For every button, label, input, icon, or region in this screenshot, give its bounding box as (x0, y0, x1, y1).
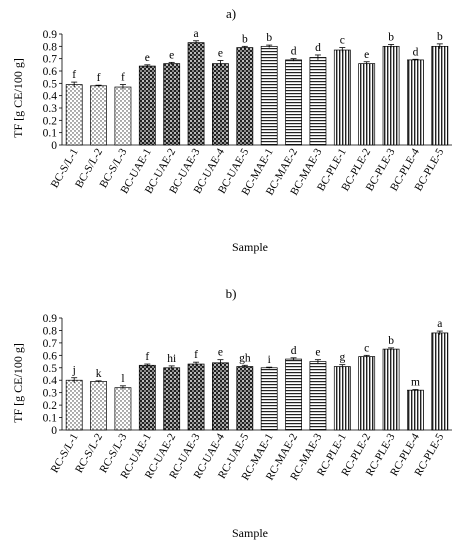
y-tick-label: 0.4 (43, 375, 58, 387)
bar (431, 45, 449, 146)
y-tick-label: 0.2 (43, 115, 58, 127)
data-label: m (411, 377, 420, 389)
data-label: d (291, 345, 297, 357)
y-axis-label: TF [g CE/100 g] (11, 58, 25, 138)
y-tick-label: 0.7 (43, 338, 58, 350)
y-tick-label: 0.9 (43, 29, 58, 41)
y-tick-label: 0.1 (43, 128, 58, 140)
bar (187, 363, 205, 431)
data-label: f (97, 72, 101, 84)
y-tick-label: 0.3 (43, 103, 58, 115)
bar (358, 63, 376, 146)
bar (163, 367, 181, 431)
y-tick-label: 0.3 (43, 388, 58, 400)
data-label: b (388, 31, 394, 43)
data-label: k (96, 368, 102, 380)
bars: j k l f hi f e gh i d e g c b m a (65, 318, 449, 431)
bar (90, 381, 107, 431)
bar (407, 389, 424, 431)
bar (138, 364, 156, 431)
data-label: f (145, 351, 149, 363)
bar (212, 362, 229, 431)
y-tick-label: 0.6 (43, 350, 58, 362)
y-tick-label: 0.5 (43, 78, 58, 90)
bar (163, 63, 181, 146)
x-axis: RC-S/L-1RC-S/L-2RC-S/L-3RC-UAE-1RC-UAE-2… (49, 431, 447, 482)
data-label: e (364, 49, 369, 61)
data-label: j (72, 365, 76, 377)
data-label: b (242, 33, 248, 45)
y-tick-label: 0.9 (43, 313, 58, 325)
bars: f f f e e a e b b d d c e b d b (65, 28, 449, 146)
data-label: a (194, 28, 199, 40)
data-label: d (291, 46, 297, 58)
bar (90, 85, 107, 146)
data-label: a (437, 318, 442, 330)
y-tick-label: 0.4 (43, 91, 58, 103)
panel-a: a) TF [g CE/100 g] Sample 00.10.20.30.40… (11, 6, 452, 254)
bar (236, 47, 254, 146)
data-label: b (388, 335, 394, 347)
y-tick-label: 0.8 (43, 325, 58, 337)
data-label: l (121, 373, 124, 385)
data-label: e (218, 347, 223, 359)
bar (65, 84, 83, 146)
data-label: b (437, 31, 443, 43)
data-label: i (268, 354, 271, 366)
bar (309, 57, 327, 146)
bar (65, 379, 83, 431)
bar (260, 45, 278, 146)
data-label: c (340, 35, 345, 47)
panel-label: a) (226, 6, 236, 21)
y-tick-label: 0 (51, 140, 57, 152)
y-tick-label: 0.5 (43, 363, 58, 375)
bar (309, 361, 327, 431)
y-tick-label: 0.8 (43, 41, 58, 53)
data-label: d (315, 42, 321, 54)
y-axis: 00.10.20.30.40.50.60.70.80.9 (43, 29, 452, 152)
data-label: c (364, 342, 369, 354)
bar (382, 348, 400, 431)
y-tick-label: 0.2 (43, 400, 58, 412)
bar (382, 45, 400, 146)
data-label: f (194, 349, 198, 361)
data-label: b (266, 32, 272, 44)
x-axis-label: Sample (232, 526, 268, 540)
data-label: hi (167, 353, 176, 365)
data-label: f (121, 72, 125, 84)
data-label: e (169, 49, 174, 61)
bar (260, 367, 278, 431)
y-tick-label: 0.6 (43, 66, 58, 78)
bar (236, 366, 254, 431)
bar (285, 358, 302, 431)
x-axis-label: Sample (232, 240, 268, 254)
y-axis-label: TF [g CE/100 g] (11, 343, 25, 423)
bar (212, 63, 229, 146)
bar (187, 42, 205, 146)
bar (358, 356, 376, 431)
data-label: d (413, 46, 419, 58)
bar (138, 65, 156, 146)
data-label: e (145, 52, 150, 64)
data-label: f (72, 69, 76, 81)
y-tick-label: 0 (51, 425, 57, 437)
bar (333, 366, 351, 431)
bar (114, 86, 132, 146)
y-tick-label: 0.7 (43, 54, 58, 66)
bar (333, 49, 351, 146)
y-tick-label: 0.1 (43, 413, 58, 425)
x-axis: BC-S/L-1BC-S/L-2BC-S/L-3BC-UAE-1BC-UAE-2… (49, 146, 447, 197)
data-label: e (218, 48, 223, 60)
data-label: e (315, 347, 320, 359)
data-label: gh (239, 352, 251, 364)
bar (285, 59, 302, 146)
panel-b: b) TF [g CE/100 g] Sample 00.10.20.30.40… (11, 286, 452, 540)
bar (407, 59, 424, 146)
bar (431, 332, 449, 431)
bar (114, 387, 132, 431)
panel-label: b) (226, 286, 237, 301)
data-label: g (339, 352, 345, 364)
